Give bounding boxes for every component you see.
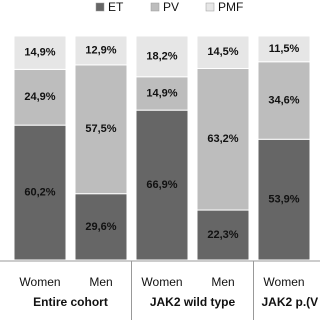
bar-segment bbox=[13, 35, 67, 70]
legend-swatch bbox=[150, 2, 160, 12]
bar-segment bbox=[196, 67, 250, 211]
value-label: 11,5% bbox=[269, 43, 300, 55]
bar-segment bbox=[257, 35, 311, 63]
value-label: 22,3% bbox=[207, 229, 238, 241]
bar-segment bbox=[74, 35, 128, 66]
value-label: 66,9% bbox=[146, 179, 177, 191]
x-tick-label: Men bbox=[211, 275, 234, 289]
value-label: 24,9% bbox=[24, 91, 55, 103]
legend-swatch bbox=[205, 2, 215, 12]
value-label: 14,5% bbox=[207, 46, 238, 58]
x-tick-label: Women bbox=[263, 275, 304, 289]
value-label: 12,9% bbox=[85, 44, 116, 56]
bar-segment bbox=[13, 124, 67, 261]
bar-segment bbox=[135, 76, 189, 111]
bar-segment bbox=[196, 209, 250, 261]
value-label: 53,9% bbox=[268, 194, 299, 206]
value-label: 14,9% bbox=[146, 87, 177, 99]
x-tick-label: Women bbox=[19, 275, 60, 289]
bar-segment bbox=[74, 64, 128, 195]
group-label: Entire cohort bbox=[33, 295, 108, 309]
x-tick-label: Women bbox=[141, 275, 182, 289]
value-label: 29,6% bbox=[85, 221, 116, 233]
bar-segment bbox=[13, 68, 67, 126]
legend-label: PMF bbox=[218, 0, 243, 14]
bar-segment bbox=[135, 109, 189, 261]
bar-segment bbox=[257, 138, 311, 261]
value-label: 60,2% bbox=[24, 186, 55, 198]
x-tick-label: Men bbox=[89, 275, 112, 289]
legend-swatch bbox=[95, 2, 105, 12]
value-label: 14,9% bbox=[24, 47, 55, 59]
value-label: 63,2% bbox=[207, 133, 238, 145]
value-label: 34,6% bbox=[268, 94, 299, 106]
legend-label: PV bbox=[163, 0, 179, 14]
group-label: JAK2 wild type bbox=[150, 295, 236, 309]
value-label: 57,5% bbox=[85, 123, 116, 135]
bar-segment bbox=[135, 35, 189, 78]
bar-segment bbox=[196, 35, 250, 69]
group-label: JAK2 p.(V bbox=[262, 295, 319, 309]
bar-segment bbox=[74, 193, 128, 261]
value-label: 18,2% bbox=[146, 50, 177, 62]
legend-label: ET bbox=[108, 0, 124, 14]
